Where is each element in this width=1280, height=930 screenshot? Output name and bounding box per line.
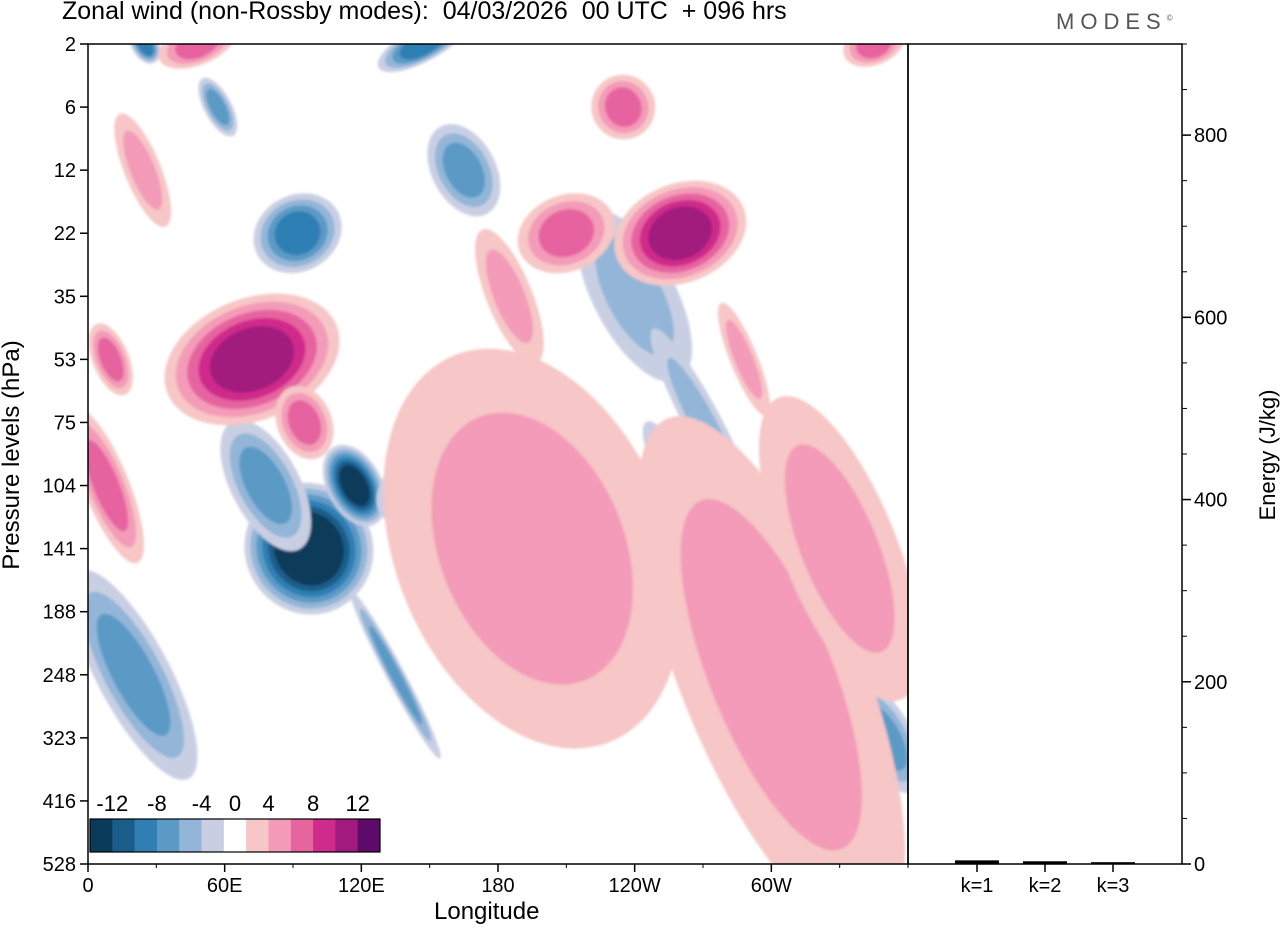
contour-28-4	[123, 130, 163, 210]
y-tick-label: 141	[43, 539, 76, 561]
contour-20-10	[648, 206, 713, 261]
y-tick-label: 6	[65, 97, 76, 119]
energy-category-label: k=1	[961, 875, 994, 897]
colorbar-swatch	[179, 819, 203, 852]
x-axis: 0 60E 120E 180 120W 60W	[82, 864, 909, 897]
colorbar-label: 4	[262, 791, 274, 816]
colorbar-swatch	[201, 819, 225, 852]
energy-tick-label: 200	[1194, 672, 1227, 694]
contour-23-4	[431, 412, 633, 685]
energy-bar-k=3	[1091, 862, 1135, 864]
contour-5-6	[96, 613, 171, 736]
contour-29-6	[604, 87, 642, 127]
chart-title: Zonal wind (non-Rossby modes): 04/03/202…	[62, 0, 787, 25]
colorbar-swatch	[268, 819, 292, 852]
colorbar-swatch	[112, 819, 136, 852]
y-tick-label: 12	[54, 160, 76, 182]
colorbar-swatch	[335, 819, 359, 852]
energy-tick-label: 800	[1194, 125, 1227, 147]
energy-category-label: k=2	[1029, 875, 1062, 897]
y-tick-label: 248	[43, 665, 76, 687]
y-tick-label: 53	[54, 349, 76, 371]
y-axis: 2 6 12 22 35 53 75 104 141 188 248 323 416 528	[43, 34, 88, 876]
wind-field	[88, 44, 908, 864]
colorbar-swatch	[357, 819, 381, 852]
contour-17-6	[97, 337, 124, 382]
colorbar-label: 12	[345, 791, 369, 816]
contour-4-6	[369, 625, 422, 724]
colorbar-label: -8	[147, 791, 167, 816]
contour-27-6	[856, 44, 892, 59]
y-tick-label: 104	[43, 476, 76, 498]
brand-logo: MODES©	[1056, 9, 1173, 34]
contour-8-8	[136, 44, 154, 56]
y-tick-label: 188	[43, 602, 76, 624]
colorbar-swatch	[313, 819, 336, 852]
x-tick-label: 60W	[751, 875, 792, 897]
contour-25-4	[784, 444, 895, 653]
colorbar-swatch	[246, 819, 269, 852]
energy-tick-label: 400	[1194, 490, 1227, 512]
energy-tick-label: 0	[1194, 854, 1205, 876]
x-tick-label: 120E	[338, 875, 385, 897]
colorbar-label: -4	[192, 791, 212, 816]
energy-axis-label: Energy (J/kg)	[1255, 389, 1280, 521]
contour-21-6	[538, 209, 595, 258]
colorbar-swatch	[134, 819, 158, 852]
contour-26-6	[175, 44, 220, 60]
x-tick-label: 180	[481, 875, 514, 897]
contour-9-6	[442, 142, 486, 198]
contour-22-4	[485, 249, 533, 344]
energy-bar-k=2	[1023, 861, 1067, 864]
energy-axis: 0 200 400 600 800	[1182, 43, 1227, 876]
x-tick-label: 0	[82, 875, 93, 897]
colorbar-swatch	[90, 819, 113, 852]
colorbar-label: 0	[229, 791, 241, 816]
y-axis-label: Pressure levels (hPa)	[0, 340, 25, 570]
colorbar-frame	[89, 818, 381, 853]
contour-1-12	[339, 465, 370, 506]
contour-10-6	[206, 88, 230, 126]
y-tick-label: 75	[54, 412, 76, 434]
x-axis-label: Longitude	[434, 898, 540, 925]
y-tick-label: 323	[43, 728, 76, 750]
y-tick-label: 2	[65, 34, 76, 56]
colorbar-swatch	[223, 819, 247, 852]
y-tick-label: 416	[43, 791, 76, 813]
energy-category-label: k=3	[1097, 875, 1130, 897]
contour-30-4	[726, 320, 762, 399]
colorbar: -12 -8 -4 0 4 8 12	[89, 791, 381, 853]
x-tick-label: 120W	[609, 875, 661, 897]
energy-tick-label: 600	[1194, 307, 1227, 329]
energy-bar-k=1	[955, 860, 999, 864]
contour-31-6	[287, 400, 322, 445]
contour-15-10	[209, 326, 295, 393]
colorbar-label: -12	[96, 791, 128, 816]
energy-bars: k=1 k=2 k=3	[955, 860, 1135, 897]
contour-13-4	[595, 237, 674, 356]
field-contours	[88, 44, 908, 864]
y-tick-label: 528	[43, 854, 76, 876]
colorbar-swatch	[156, 819, 180, 852]
contour-2-6	[239, 446, 293, 525]
x-tick-label: 60E	[207, 875, 243, 897]
colorbar-swatch	[290, 819, 314, 852]
contour-16-6	[88, 439, 129, 532]
contour-6-8	[274, 211, 321, 256]
contour-24-4	[680, 499, 862, 851]
y-tick-label: 22	[54, 223, 76, 245]
y-tick-label: 35	[54, 286, 76, 308]
colorbar-label: 8	[307, 791, 319, 816]
energy-plot-frame	[907, 43, 1183, 865]
